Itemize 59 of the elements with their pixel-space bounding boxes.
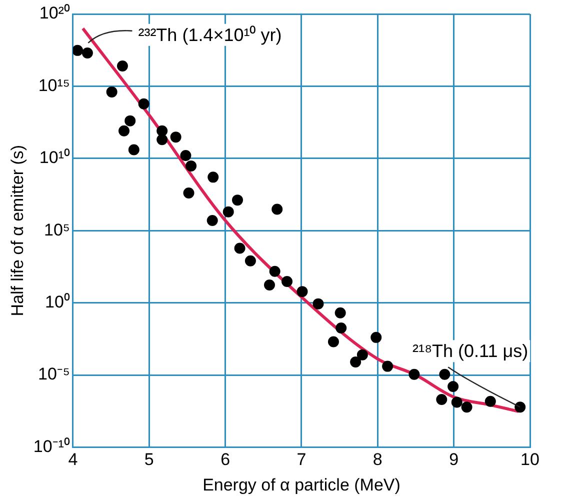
point — [124, 115, 136, 126]
y-tick-label: 10⁻⁵ — [38, 364, 70, 384]
point — [484, 396, 496, 407]
point — [118, 125, 130, 136]
point — [234, 242, 246, 254]
annotation: ²³²Th (1.4×10¹⁰ yr) — [138, 24, 282, 45]
x-tick-label: 6 — [220, 450, 230, 470]
point — [436, 394, 448, 406]
point — [244, 255, 256, 266]
point — [82, 47, 93, 58]
point — [186, 160, 197, 172]
annotation: ²¹⁸Th (0.11 μs) — [412, 341, 528, 362]
x-tick-label: 4 — [68, 450, 78, 470]
point — [328, 336, 339, 348]
point — [514, 402, 526, 413]
point — [208, 172, 219, 183]
point — [106, 86, 118, 98]
x-axis-title: Energy of α particle (MeV) — [202, 475, 400, 494]
point — [72, 44, 84, 56]
point — [128, 144, 140, 156]
point — [439, 368, 450, 380]
point — [350, 356, 362, 368]
point — [336, 322, 347, 334]
point — [264, 280, 275, 291]
point — [356, 349, 368, 360]
x-tick-label: 9 — [449, 450, 459, 470]
point — [296, 286, 308, 298]
x-tick-label: 10 — [520, 450, 540, 470]
point — [156, 134, 168, 146]
point — [382, 360, 394, 372]
point — [232, 194, 243, 206]
point — [206, 215, 218, 226]
y-tick-label: 10¹⁰ — [39, 148, 70, 168]
y-tick-label: 10¹⁵ — [38, 76, 70, 95]
point — [222, 206, 234, 218]
point — [312, 298, 324, 310]
x-tick-label: 8 — [372, 450, 382, 470]
point — [170, 132, 182, 143]
point — [116, 60, 128, 72]
point — [272, 204, 283, 215]
y-tick-label: 10⁵ — [44, 220, 70, 240]
point — [183, 188, 194, 199]
y-tick-label: 10⁻¹⁰ — [33, 436, 70, 456]
point — [461, 402, 472, 413]
point — [180, 150, 192, 161]
point — [282, 276, 293, 287]
point — [451, 396, 462, 408]
x-tick-label: 5 — [144, 450, 154, 470]
point — [334, 307, 346, 318]
y-tick-label: 10²⁰ — [39, 4, 70, 23]
point — [370, 332, 382, 343]
y-axis-title: Half life of α emitter (s) — [8, 144, 27, 316]
point — [138, 98, 150, 110]
point — [448, 380, 459, 392]
x-tick-label: 7 — [296, 450, 306, 470]
point — [156, 125, 168, 136]
point — [408, 368, 420, 380]
point — [269, 266, 280, 277]
y-tick-label: 10⁰ — [45, 292, 70, 312]
